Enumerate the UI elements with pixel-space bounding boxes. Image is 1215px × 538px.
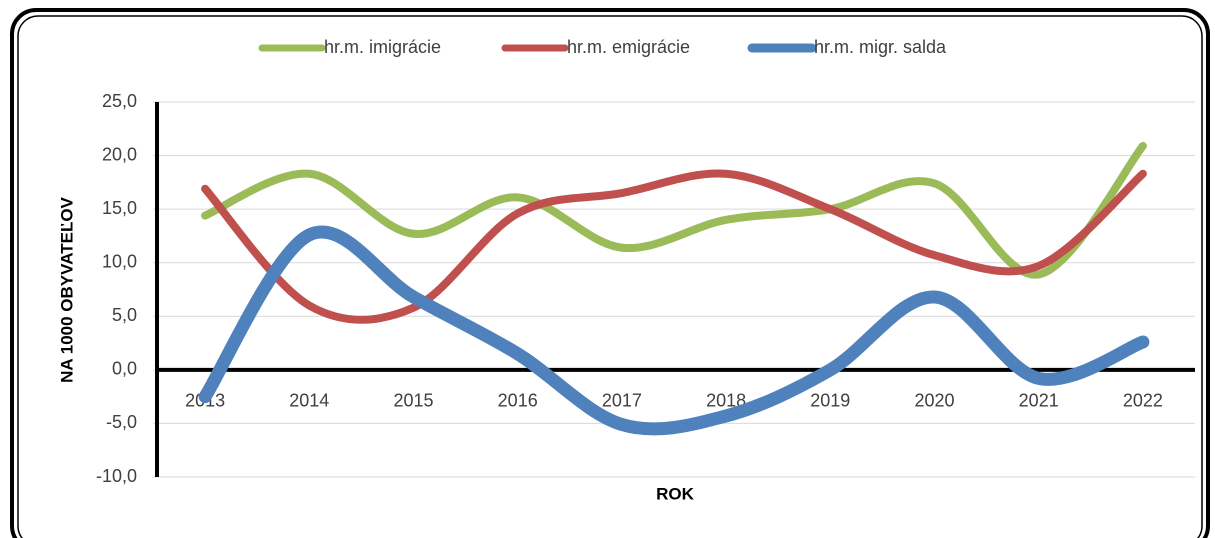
legend-label: hr.m. migr. salda (814, 37, 947, 57)
x-tick-label: 2017 (602, 391, 642, 411)
chart-frame-inner (17, 15, 1203, 538)
legend-label: hr.m. imigrácie (324, 37, 441, 57)
x-tick-label: 2014 (289, 391, 329, 411)
y-tick-label: -5,0 (106, 412, 137, 432)
y-tick-label: -10,0 (96, 466, 137, 486)
y-tick-label: 25,0 (102, 91, 137, 111)
y-tick-label: 10,0 (102, 251, 137, 271)
legend-label: hr.m. emigrácie (567, 37, 690, 57)
x-tick-label: 2018 (706, 391, 746, 411)
chart-frame (10, 8, 1210, 538)
x-tick-label: 2021 (1019, 391, 1059, 411)
x-tick-label: 2022 (1123, 391, 1163, 411)
x-tick-label: 2016 (498, 391, 538, 411)
x-tick-label: 2020 (914, 391, 954, 411)
x-tick-label: 2019 (810, 391, 850, 411)
series-line (201, 169, 1147, 324)
y-tick-label: 0,0 (112, 359, 137, 379)
series-line (198, 225, 1150, 436)
x-tick-label: 2015 (393, 391, 433, 411)
y-tick-label: 5,0 (112, 305, 137, 325)
y-tick-label: 20,0 (102, 144, 137, 164)
y-axis-label: NA 1000 OBYVATEĽOV (57, 196, 76, 382)
x-axis-label: ROK (656, 484, 695, 503)
series-line (201, 141, 1147, 279)
y-tick-label: 15,0 (102, 198, 137, 218)
